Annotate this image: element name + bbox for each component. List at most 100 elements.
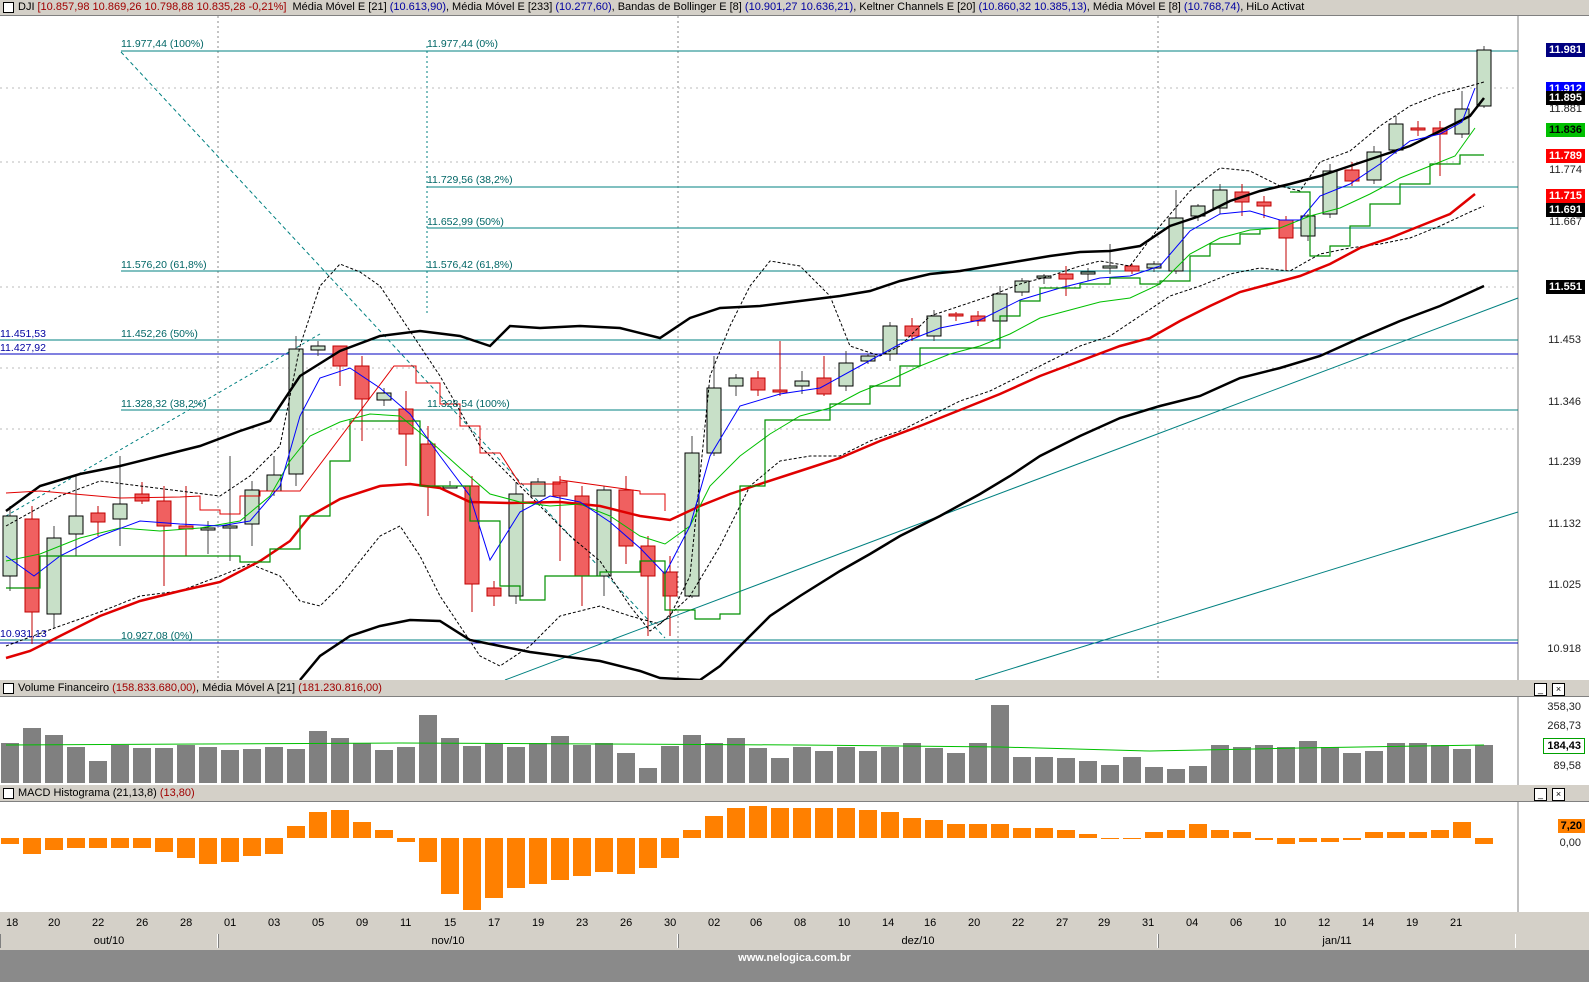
indicator-name: Média Móvel E [21] xyxy=(292,1,390,13)
date-tick-label: 23 xyxy=(576,917,589,929)
macd-histogram-bar xyxy=(1,838,19,844)
panel-menu-icon[interactable] xyxy=(3,788,14,799)
volume-bar xyxy=(1,743,19,783)
macd-histogram-bar xyxy=(529,838,547,884)
macd-histogram-bar xyxy=(793,808,811,838)
volume-bar xyxy=(1101,765,1119,783)
volume-bar xyxy=(221,750,239,783)
volume-bar xyxy=(45,735,63,783)
macd-histogram-bar xyxy=(903,818,921,838)
volume-current-tag: 184,43 xyxy=(1543,738,1585,754)
macd-histogram-bar xyxy=(837,808,855,838)
macd-histogram-bar xyxy=(859,810,877,838)
date-tick-label: 19 xyxy=(1406,917,1419,929)
volume-bar xyxy=(727,738,745,783)
date-tick-label: 10 xyxy=(1274,917,1287,929)
macd-histogram-bar xyxy=(1233,832,1251,838)
price-axis-label: 11.239 xyxy=(1548,456,1581,468)
close-panel-button[interactable]: × xyxy=(1552,683,1565,696)
volume-bar xyxy=(617,753,635,783)
fibonacci-level-label: 11.977,44 (0%) xyxy=(427,38,499,50)
volume-bar xyxy=(991,705,1009,783)
date-tick-label: 12 xyxy=(1318,917,1331,929)
volume-bar xyxy=(89,761,107,783)
bearish-candle xyxy=(618,489,634,547)
macd-histogram-bar xyxy=(177,838,195,858)
macd-histogram-bar xyxy=(1211,830,1229,838)
macd-chart-panel[interactable]: 7,20 0,00 xyxy=(0,802,1589,912)
bullish-candle xyxy=(530,481,546,497)
volume-bar xyxy=(1189,766,1207,783)
month-label: out/10 xyxy=(0,934,218,948)
macd-histogram-bar xyxy=(683,830,701,838)
indicator-legend: Média Móvel E [233] (10.277,60), xyxy=(452,1,615,13)
minimize-button[interactable]: _ xyxy=(1534,788,1547,801)
indicator-value: (10.901,27 10.636,21) xyxy=(744,1,854,13)
minimize-button[interactable]: _ xyxy=(1534,683,1547,696)
volume-bar xyxy=(1299,741,1317,783)
indicator-value: (10.768,74) xyxy=(1183,1,1241,13)
date-tick-label: 18 xyxy=(6,917,19,929)
bearish-candle xyxy=(970,315,986,322)
symbol-ohlc: [10.857,98 10.869,26 10.798,88 10.835,28… xyxy=(37,1,287,13)
macd-histogram-bar xyxy=(265,838,283,854)
date-tick-label: 04 xyxy=(1186,917,1199,929)
volume-bar xyxy=(903,743,921,783)
price-chart-panel[interactable]: 11.981 11.912 11.895 11.881 11.836 11.789 11.7… xyxy=(0,16,1589,680)
bullish-candle xyxy=(68,515,84,535)
volume-bar xyxy=(771,758,789,783)
macd-histogram-bar xyxy=(133,838,151,848)
volume-bar xyxy=(23,728,41,783)
bullish-candle xyxy=(1388,123,1404,151)
date-tick-label: 16 xyxy=(924,917,937,929)
bullish-candle xyxy=(46,537,62,615)
date-tick-label: 30 xyxy=(664,917,677,929)
date-tick-label: 14 xyxy=(1362,917,1375,929)
date-axis: 18 20 22 26 28 01 03 05 09 11 15 17 19 23 26 30 02 06 08 10… xyxy=(0,912,1518,934)
price-tag: 11.789 xyxy=(1545,149,1585,163)
volume-bar xyxy=(969,743,987,783)
macd-histogram-bar xyxy=(1167,830,1185,838)
panel-menu-icon[interactable] xyxy=(3,2,14,13)
volume-bar xyxy=(1167,769,1185,783)
macd-histogram-bar xyxy=(463,838,481,910)
volume-bar xyxy=(265,747,283,783)
macd-histogram-bar xyxy=(573,838,591,876)
bearish-candle xyxy=(772,389,788,393)
hilo-activator-upper xyxy=(5,365,666,515)
volume-bar xyxy=(1057,758,1075,783)
volume-chart[interactable] xyxy=(0,697,1589,785)
macd-histogram-bar xyxy=(67,838,85,848)
price-tag: 11.836 xyxy=(1545,123,1585,137)
fibonacci-level-label: 10.927,08 (0%) xyxy=(121,630,193,642)
footer-url: www.nelogica.com.br xyxy=(738,952,851,964)
bullish-candle xyxy=(288,348,304,475)
volume-chart-panel[interactable]: 358,30 268,73 89,58 184,43 xyxy=(0,697,1589,785)
close-panel-button[interactable]: × xyxy=(1552,788,1565,801)
trend-line xyxy=(120,51,666,639)
date-tick-label: 21 xyxy=(1450,917,1463,929)
macd-histogram-bar xyxy=(749,806,767,838)
price-axis-label: 10.918 xyxy=(1547,643,1581,655)
macd-histogram-bar xyxy=(1299,838,1317,842)
volume-bar xyxy=(375,750,393,783)
date-tick-label: 03 xyxy=(268,917,281,929)
macd-histogram-bar xyxy=(199,838,217,864)
macd-histogram-bar xyxy=(243,838,261,856)
volume-bar xyxy=(881,747,899,783)
fibonacci-level-label: 11.576,42 (61,8%) xyxy=(427,259,513,271)
bullish-candle xyxy=(728,377,744,387)
macd-chart[interactable] xyxy=(0,802,1589,912)
macd-histogram-bar xyxy=(353,822,371,838)
macd-histogram-bar xyxy=(815,808,833,838)
date-tick-label: 09 xyxy=(356,917,369,929)
bullish-candle xyxy=(112,503,128,520)
date-tick-label: 20 xyxy=(968,917,981,929)
panel-menu-icon[interactable] xyxy=(3,683,14,694)
bullish-candle xyxy=(926,315,942,337)
price-chart[interactable] xyxy=(0,16,1589,680)
volume-bar xyxy=(573,745,591,783)
fibonacci-level-label: 11.427,92 xyxy=(0,342,46,354)
bearish-candle xyxy=(1124,265,1140,272)
month-label: dez/10 xyxy=(678,934,1158,948)
